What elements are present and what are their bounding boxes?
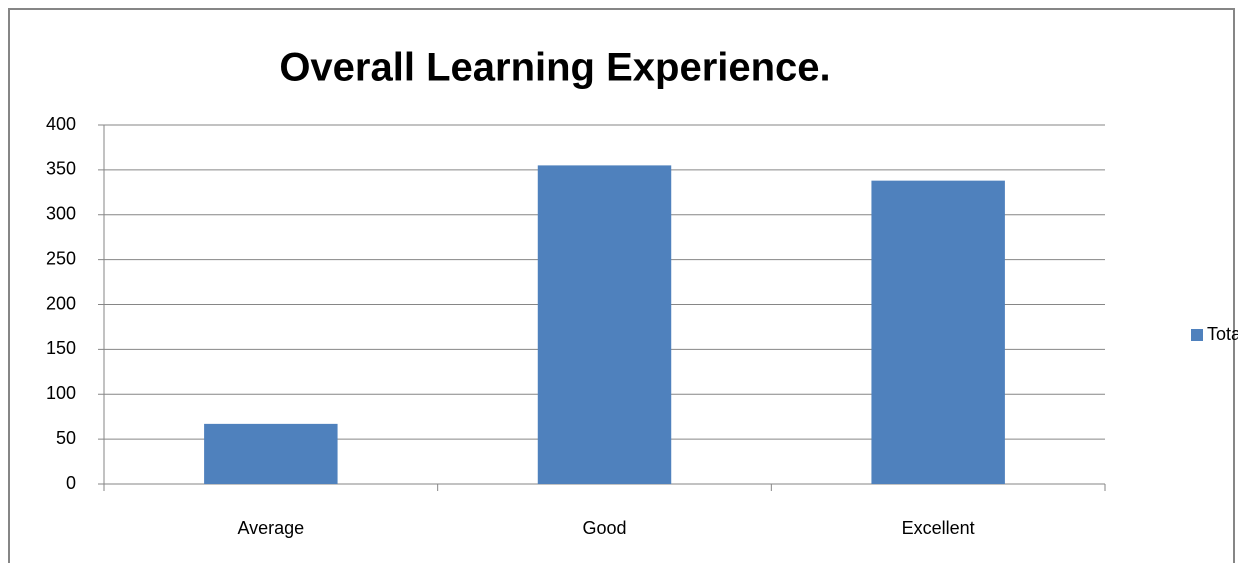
legend-label: Total <box>1207 324 1238 344</box>
bar <box>871 180 1005 484</box>
bar <box>537 165 672 484</box>
y-tick-label: 200 <box>46 293 76 313</box>
y-tick-label: 0 <box>66 473 76 493</box>
y-tick-label: 250 <box>46 248 76 268</box>
y-tick-label: 100 <box>46 383 76 403</box>
legend-swatch <box>1191 329 1203 341</box>
y-tick-label: 400 <box>46 114 76 134</box>
x-tick-label: Excellent <box>902 518 975 538</box>
bar <box>204 423 338 484</box>
y-tick-label: 150 <box>46 338 76 358</box>
y-tick-label: 300 <box>46 204 76 224</box>
x-tick-label: Good <box>582 518 626 538</box>
chart-title: Overall Learning Experience. <box>279 46 830 90</box>
y-tick-label: 50 <box>56 428 76 448</box>
y-tick-label: 350 <box>46 159 76 179</box>
x-tick-label: Average <box>237 518 304 538</box>
